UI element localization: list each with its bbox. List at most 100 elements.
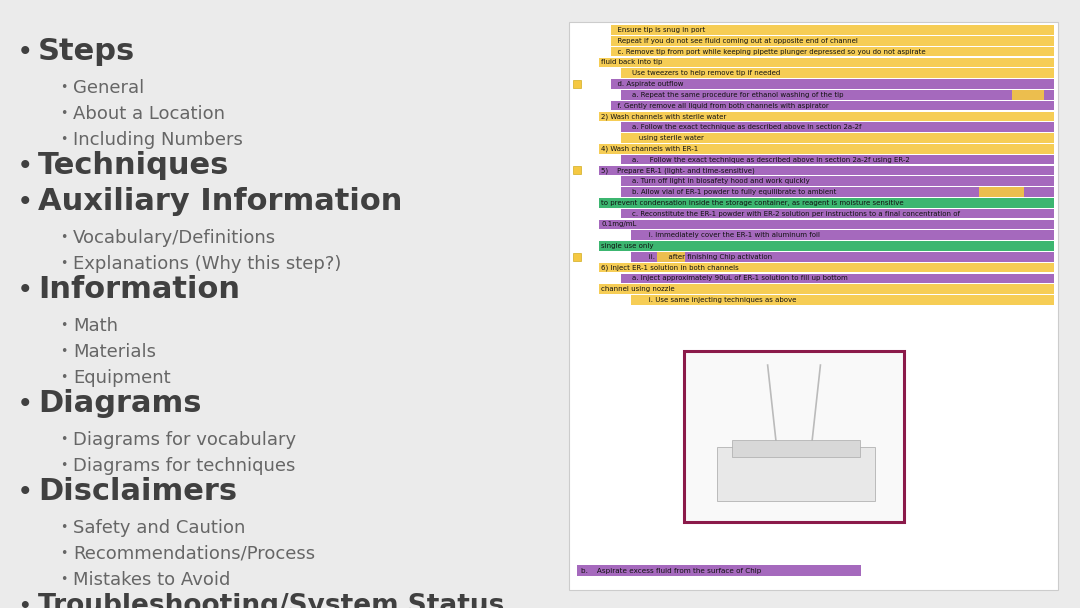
Bar [621,176,1054,186]
Text: Materials: Materials [73,343,156,361]
Text: Explanations (Why this step?): Explanations (Why this step?) [73,255,341,273]
Bar [621,209,1054,218]
Text: channel using nozzle: channel using nozzle [602,286,675,292]
Bar [611,79,1054,89]
Bar [599,285,1054,294]
Text: a. Follow the exact technique as described above in section 2a-2f: a. Follow the exact technique as describ… [623,124,862,130]
Text: About a Location: About a Location [73,105,225,123]
Text: Vocabulary/Definitions: Vocabulary/Definitions [73,229,276,247]
Text: Including Numbers: Including Numbers [73,131,243,149]
Text: Diagrams for vocabulary: Diagrams for vocabulary [73,431,296,449]
Bar [599,263,1054,272]
Text: Diagrams for techniques: Diagrams for techniques [73,457,295,475]
Text: •: • [60,522,67,534]
Text: •: • [18,154,32,178]
Text: Equipment: Equipment [73,369,171,387]
Bar [611,101,1054,110]
Text: •: • [18,190,32,213]
Text: •: • [18,278,32,302]
Bar [599,58,1054,67]
Text: •: • [18,480,32,503]
Text: •: • [18,596,30,608]
Text: i. Immediately cover the ER-1 with aluminum foil: i. Immediately cover the ER-1 with alumi… [633,232,820,238]
Text: Techniques: Techniques [38,151,229,181]
Bar [621,122,1054,132]
Bar [1012,90,1044,100]
Text: 6) Inject ER-1 solution in both channels: 6) Inject ER-1 solution in both channels [602,264,739,271]
Bar [599,144,1054,154]
Text: •: • [60,258,67,271]
Bar [599,219,1054,229]
Bar [631,295,1054,305]
Text: f. Gently remove all liquid from both channels with aspirator: f. Gently remove all liquid from both ch… [613,103,829,109]
Text: •: • [60,434,67,446]
Bar [732,440,860,457]
Bar [611,47,1054,57]
Text: Math: Math [73,317,118,335]
Bar [631,252,1054,261]
Bar [621,187,1054,197]
Bar [611,26,1054,35]
Bar [621,69,1054,78]
Bar [573,167,581,174]
Bar [611,36,1054,46]
Text: •: • [60,573,67,587]
Bar [717,447,876,502]
Bar [657,252,685,261]
Text: Diagrams: Diagrams [38,390,202,418]
Bar [599,112,1054,121]
Text: General: General [73,79,145,97]
Text: fluid back into tip: fluid back into tip [602,60,662,66]
Bar [599,165,1054,175]
Text: •: • [60,460,67,472]
Text: Auxiliary Information: Auxiliary Information [38,187,403,216]
Text: Steps: Steps [38,38,135,66]
FancyBboxPatch shape [569,22,1058,590]
Text: b. Allow vial of ER-1 powder to fully equilibrate to ambient: b. Allow vial of ER-1 powder to fully eq… [623,189,837,195]
Text: •: • [60,134,67,147]
Text: ii.      after finishing Chip activation: ii. after finishing Chip activation [633,254,772,260]
Text: •: • [60,81,67,94]
Text: b.    Aspirate excess fluid from the surface of Chip: b. Aspirate excess fluid from the surfac… [581,567,761,573]
Bar [631,230,1054,240]
Text: Mistakes to Avoid: Mistakes to Avoid [73,571,230,589]
Text: •: • [60,371,67,384]
Text: •: • [18,41,32,63]
Text: Disclaimers: Disclaimers [38,477,238,506]
Text: 2) Wash channels with sterile water: 2) Wash channels with sterile water [602,113,727,120]
Bar [978,187,1024,197]
Text: 4) Wash channels with ER-1: 4) Wash channels with ER-1 [602,145,699,152]
Text: using sterile water: using sterile water [623,135,704,141]
Bar [577,565,861,576]
Text: Information: Information [38,275,240,305]
Bar [684,351,904,522]
Bar [573,253,581,261]
Bar [599,198,1054,207]
Bar [621,90,1054,100]
Text: single use only: single use only [602,243,653,249]
Text: 0.1mg/mL: 0.1mg/mL [602,221,636,227]
Text: Ensure tip is snug in port: Ensure tip is snug in port [613,27,705,33]
Text: Safety and Caution: Safety and Caution [73,519,245,537]
Text: c. Reconstitute the ER-1 powder with ER-2 solution per instructions to a final c: c. Reconstitute the ER-1 powder with ER-… [623,210,960,216]
Text: •: • [18,393,32,415]
Text: •: • [60,232,67,244]
Text: •: • [60,319,67,333]
Text: to prevent condensation inside the storage container, as reagent is moisture sen: to prevent condensation inside the stora… [602,200,904,206]
Text: Use tweezers to help remove tip if needed: Use tweezers to help remove tip if neede… [623,70,781,76]
Bar [599,241,1054,250]
Text: d. Aspirate outflow: d. Aspirate outflow [613,81,684,87]
Text: •: • [60,547,67,561]
Bar [573,80,581,88]
Text: Repeat if you do not see fluid coming out at opposite end of channel: Repeat if you do not see fluid coming ou… [613,38,858,44]
Text: Recommendations/Process: Recommendations/Process [73,545,315,563]
Text: a.     Follow the exact technique as described above in section 2a-2f using ER-2: a. Follow the exact technique as describ… [623,157,910,162]
Text: c. Remove tip from port while keeping pipette plunger depressed so you do not as: c. Remove tip from port while keeping pi… [613,49,926,55]
Text: 5)    Prepare ER-1 (light- and time-sensitive): 5) Prepare ER-1 (light- and time-sensiti… [602,167,755,174]
Bar [621,274,1054,283]
Bar [621,155,1054,164]
Text: a. Inject approximately 90uL of ER-1 solution to fill up bottom: a. Inject approximately 90uL of ER-1 sol… [623,275,848,282]
Text: i. Use same injecting techniques as above: i. Use same injecting techniques as abov… [633,297,797,303]
Text: Troubleshooting/System Status: Troubleshooting/System Status [38,593,504,608]
Text: •: • [60,345,67,359]
